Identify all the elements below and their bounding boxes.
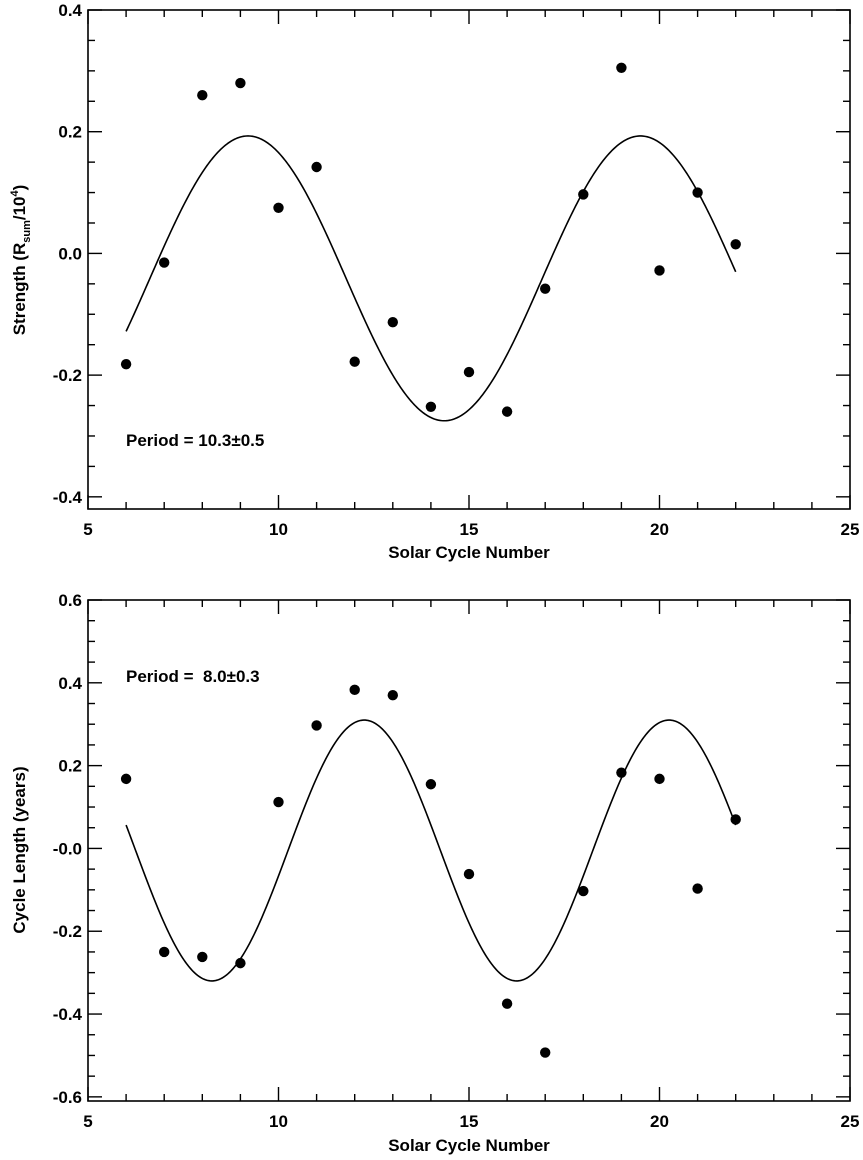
strength-fit-curve-group: [125, 135, 737, 422]
cycle-length-data-point: [159, 946, 170, 958]
cycle-length-data-point: [692, 883, 703, 894]
cycle-length-y-tick-label: 0.4: [58, 674, 82, 693]
cycle-length-x-tick-labels: 5 10 15 20 25: [83, 1112, 859, 1131]
cycle-length-x-tick-label: 15: [460, 1112, 479, 1131]
cycle-length-x-tick-label: 20: [650, 1112, 669, 1131]
strength-data-point: [501, 406, 513, 417]
cycle-length-data-point: [463, 868, 475, 880]
strength-y-tick-label: -0.2: [53, 366, 82, 385]
strength-data-point: [273, 202, 284, 213]
strength-data-point: [730, 239, 741, 250]
cycle-length-y-tick-label: -0.0: [53, 839, 82, 858]
strength-x-tick-label: 10: [269, 520, 288, 539]
cycle-length-data-point: [501, 998, 513, 1009]
strength-x-tick-label: 5: [83, 520, 92, 539]
cycle-length-data-point: [540, 1047, 551, 1058]
cycle-length-data-point: [235, 957, 246, 969]
strength-period-annotation: Period = 10.3±0.5: [126, 431, 264, 450]
strength-y-axis-label: Strength (Rsum/104): [9, 185, 33, 336]
strength-x-tick-label: 15: [460, 520, 479, 539]
cycle-length-x-axis-label: Solar Cycle Number: [388, 1136, 550, 1155]
cycle-length-data-point: [616, 767, 627, 778]
cycle-length-data-point: [730, 814, 741, 825]
strength-axes-ticks: [87, 9, 851, 509]
strength-x-tick-labels: 5 10 15 20 25: [83, 520, 859, 539]
strength-y-tick-label: 0.0: [58, 244, 82, 263]
cycle-length-data-point: [120, 773, 132, 785]
cycle-length-y-tick-label: 0.6: [58, 591, 82, 610]
strength-data-point: [692, 187, 703, 198]
strength-data-point: [463, 366, 475, 378]
cycle-length-data-point: [578, 885, 589, 897]
strength-data-point: [120, 358, 132, 370]
strength-y-tick-label: -0.4: [53, 488, 83, 507]
cycle-length-y-tick-label: -0.4: [53, 1005, 83, 1024]
cycle-length-data-point: [311, 720, 322, 731]
strength-data-point: [654, 265, 665, 276]
strength-ylabel-main: Strength (R: [10, 243, 29, 336]
cycle-length-y-tick-label: -0.6: [53, 1088, 82, 1107]
cycle-length-period-annotation: Period = 8.0±0.3: [126, 667, 260, 686]
cycle-length-x-tick-label: 25: [841, 1112, 860, 1131]
cycle-length-fit-curve-group: [125, 719, 737, 982]
cycle-length-y-tick-label: -0.2: [53, 922, 82, 941]
cycle-length-fit-curve: [125, 719, 737, 982]
cycle-length-data-points: [120, 684, 741, 1058]
cycle-length-axes-ticks: [87, 599, 851, 1101]
strength-data-point: [159, 257, 170, 268]
cycle-length-data-point: [349, 684, 360, 696]
strength-y-tick-label: 0.2: [58, 123, 82, 142]
strength-data-point: [197, 89, 208, 101]
cycle-length-data-point: [654, 773, 665, 785]
cycle-length-data-point: [273, 796, 284, 808]
strength-data-point: [311, 161, 322, 173]
cycle-length-x-tick-label: 10: [269, 1112, 288, 1131]
cycle-length-data-point: [425, 779, 437, 790]
cycle-length-x-tick-label: 5: [83, 1112, 92, 1131]
strength-data-point: [425, 401, 437, 412]
strength-y-tick-label: 0.4: [58, 1, 82, 20]
cycle-length-panel: 5 10 15 20 25 -0.6 -0.4 -0.2 -0.0 0.2 0.4 0.6 Sola…: [10, 591, 859, 1155]
cycle-length-y-tick-label: 0.2: [58, 757, 82, 776]
cycle-length-y-axis-label: Cycle Length (years): [10, 766, 29, 933]
strength-data-points: [120, 62, 741, 417]
cycle-length-y-tick-labels: -0.6 -0.4 -0.2 -0.0 0.2 0.4 0.6: [53, 591, 83, 1107]
strength-data-point: [578, 189, 589, 200]
strength-ylabel-sub: sum: [21, 220, 33, 243]
strength-fit-curve: [125, 135, 737, 422]
strength-data-point: [387, 316, 398, 328]
strength-data-point: [616, 62, 627, 74]
strength-panel: 5 10 15 20 25 -0.4 -0.2 0.0 0.2 0.4 Solar Cycle …: [9, 1, 859, 562]
strength-x-tick-label: 25: [841, 520, 860, 539]
strength-data-point: [349, 356, 360, 367]
strength-x-tick-label: 20: [650, 520, 669, 539]
strength-ylabel-sup: 4: [9, 189, 21, 196]
strength-ylabel-end: ): [10, 185, 29, 191]
strength-y-tick-labels: -0.4 -0.2 0.0 0.2 0.4: [53, 1, 83, 507]
strength-x-axis-label: Solar Cycle Number: [388, 543, 550, 562]
cycle-length-data-point: [197, 951, 208, 963]
strength-data-point: [540, 283, 551, 294]
cycle-length-data-point: [387, 690, 398, 701]
strength-ylabel-mid: /10: [10, 196, 29, 220]
strength-data-point: [235, 77, 246, 89]
